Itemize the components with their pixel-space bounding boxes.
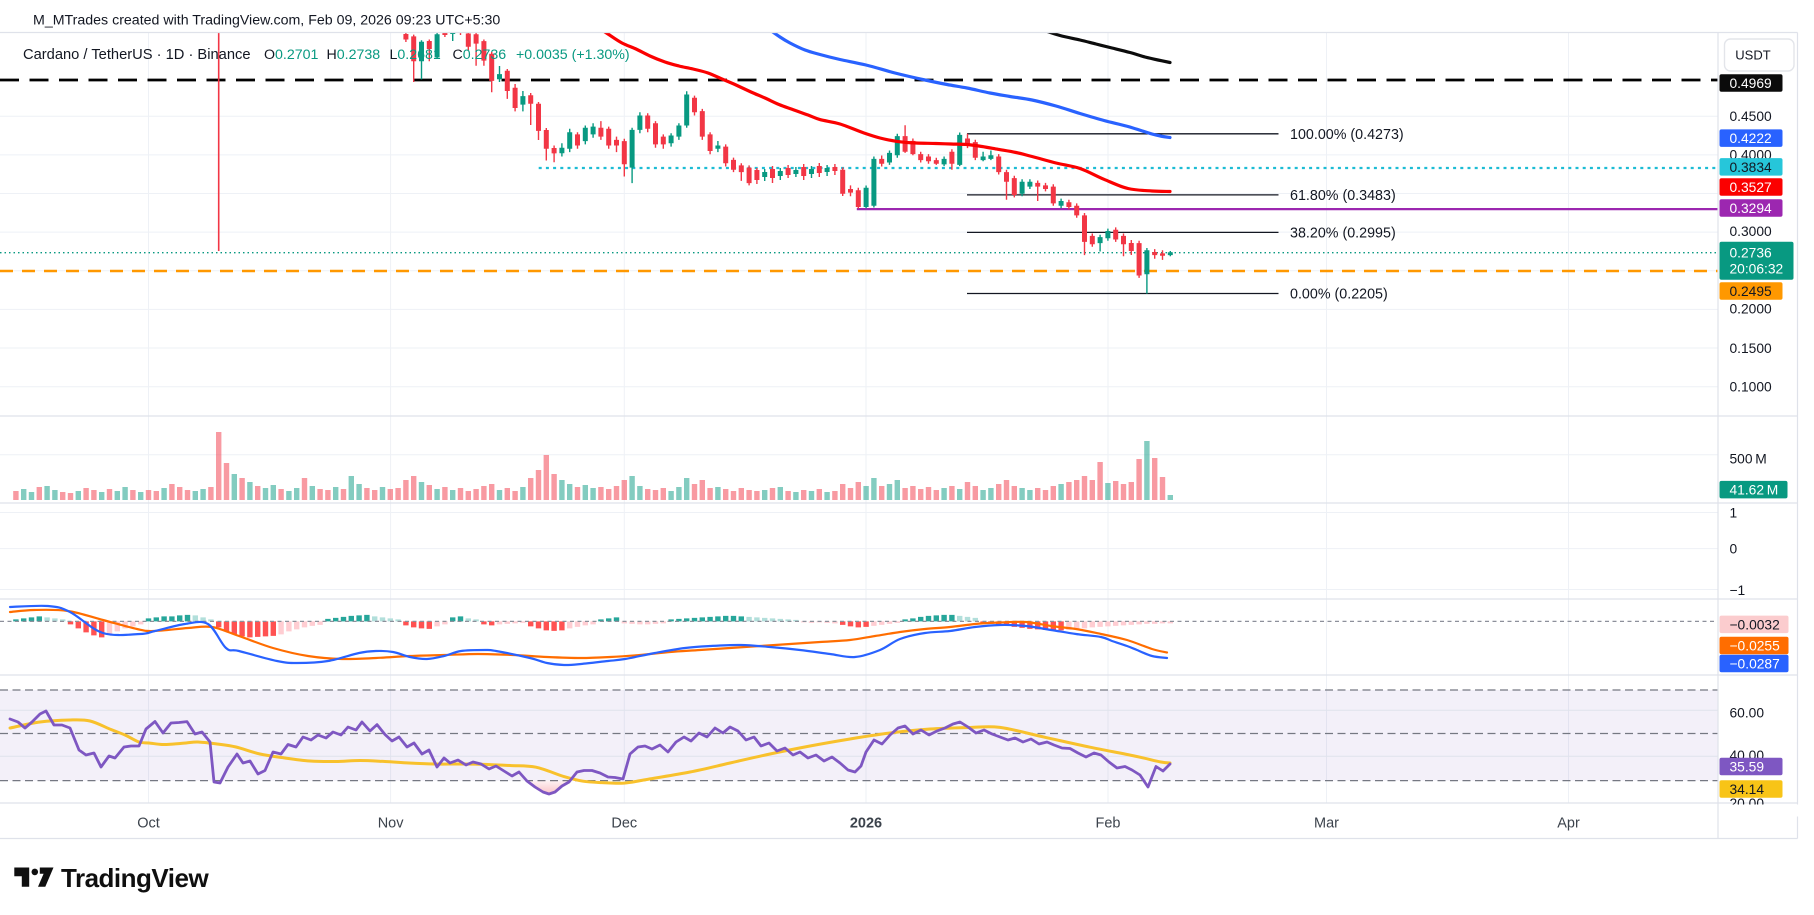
svg-text:L0.2681: L0.2681 [390,47,441,63]
svg-text:35.59: 35.59 [1730,760,1765,775]
svg-text:0.2000: 0.2000 [1730,302,1773,317]
svg-text:0.00% (0.2205): 0.00% (0.2205) [1290,287,1388,303]
svg-text:0.3000: 0.3000 [1730,224,1773,239]
svg-text:38.20% (0.2995): 38.20% (0.2995) [1290,225,1396,241]
svg-text:0.2736: 0.2736 [1730,245,1773,260]
svg-text:0.3834: 0.3834 [1730,160,1773,175]
svg-text:−1: −1 [1730,583,1746,598]
svg-text:Feb: Feb [1096,816,1121,832]
svg-text:2026: 2026 [850,816,882,832]
svg-text:O0.2701: O0.2701 [264,47,319,63]
svg-text:Cardano / TetherUS · 1D · Bina: Cardano / TetherUS · 1D · Binance [23,47,251,63]
svg-text:0.4500: 0.4500 [1730,109,1773,124]
svg-text:C0.2736: C0.2736 [453,47,507,63]
svg-text:1: 1 [1730,506,1738,521]
svg-text:34.14: 34.14 [1730,782,1765,797]
svg-text:+0.0035 (+1.30%): +0.0035 (+1.30%) [516,47,630,63]
svg-text:Oct: Oct [137,816,160,832]
svg-text:−0.0255: −0.0255 [1730,639,1781,654]
svg-text:0.2495: 0.2495 [1730,284,1773,299]
svg-text:H0.2738: H0.2738 [327,47,381,63]
svg-text:61.80% (0.3483): 61.80% (0.3483) [1290,188,1396,204]
svg-text:20:06:32: 20:06:32 [1730,262,1784,277]
svg-text:0: 0 [1730,542,1738,557]
svg-text:0.3527: 0.3527 [1730,180,1772,195]
svg-text:Apr: Apr [1557,816,1580,832]
svg-text:Mar: Mar [1314,816,1339,832]
svg-text:41.62 M: 41.62 M [1730,483,1779,498]
svg-text:0.4222: 0.4222 [1730,131,1772,146]
svg-text:0.3294: 0.3294 [1730,201,1773,216]
svg-text:500 M: 500 M [1730,451,1767,466]
svg-text:USDT: USDT [1735,48,1770,63]
svg-text:M_MTrades created with Trading: M_MTrades created with TradingView.com, … [33,13,500,29]
svg-text:Dec: Dec [611,816,637,832]
svg-text:0.1000: 0.1000 [1730,380,1773,395]
svg-text:0.1500: 0.1500 [1730,341,1773,356]
svg-text:TradingView: TradingView [61,863,209,893]
svg-text:60.00: 60.00 [1730,706,1765,721]
svg-text:100.00% (0.4273): 100.00% (0.4273) [1290,127,1404,143]
svg-text:Nov: Nov [378,816,405,832]
svg-text:−0.0032: −0.0032 [1730,617,1780,632]
svg-text:−0.0287: −0.0287 [1730,657,1780,672]
svg-text:0.4969: 0.4969 [1730,76,1773,91]
